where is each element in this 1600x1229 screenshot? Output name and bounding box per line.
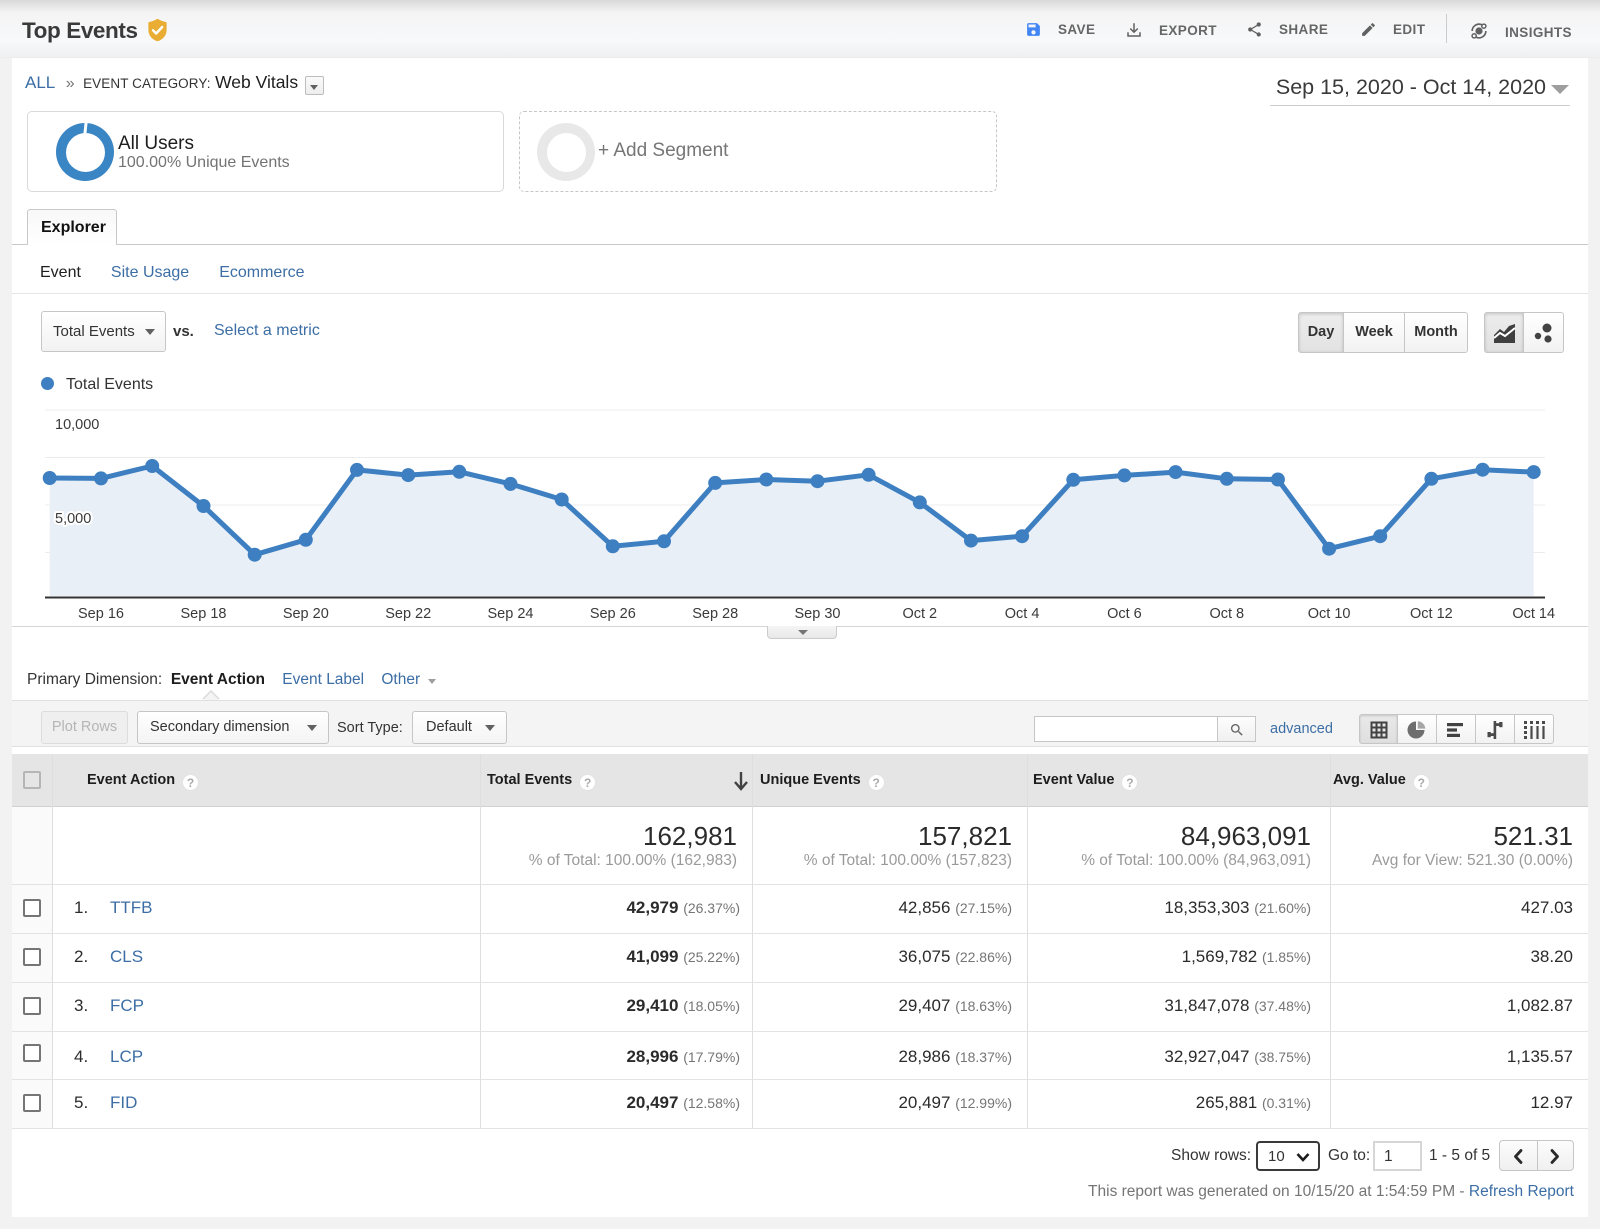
- svg-text:Sep 16: Sep 16: [78, 606, 124, 622]
- svg-text:Sep 28: Sep 28: [692, 606, 738, 622]
- svg-text:Sep 22: Sep 22: [385, 606, 431, 622]
- svg-text:Oct 4: Oct 4: [1005, 606, 1040, 622]
- svg-text:Sep 20: Sep 20: [283, 606, 329, 622]
- svg-text:Oct 12: Oct 12: [1410, 606, 1453, 622]
- svg-text:10,000: 10,000: [55, 417, 99, 433]
- svg-text:Sep 30: Sep 30: [795, 606, 841, 622]
- svg-text:5,000: 5,000: [55, 511, 91, 527]
- svg-text:Sep 18: Sep 18: [181, 606, 227, 622]
- svg-text:Sep 26: Sep 26: [590, 606, 636, 622]
- svg-text:Sep 24: Sep 24: [488, 606, 534, 622]
- svg-text:Oct 10: Oct 10: [1308, 606, 1351, 622]
- svg-text:Oct 14: Oct 14: [1512, 606, 1555, 622]
- svg-text:Oct 2: Oct 2: [902, 606, 937, 622]
- svg-text:Oct 8: Oct 8: [1209, 606, 1244, 622]
- svg-text:Oct 6: Oct 6: [1107, 606, 1142, 622]
